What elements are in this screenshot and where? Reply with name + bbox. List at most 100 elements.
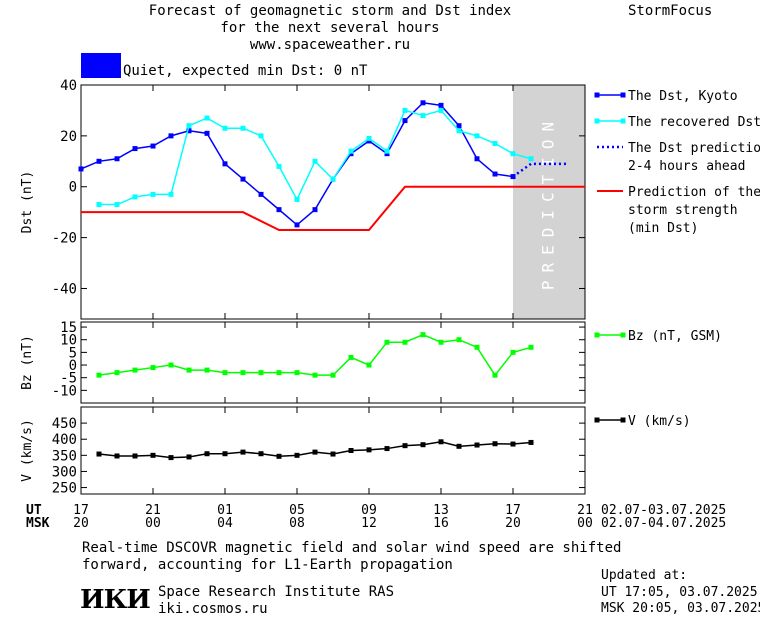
updated-ut: UT 17:05, 03.07.2025 xyxy=(601,585,758,600)
dst-series-1-point xyxy=(492,141,498,146)
footnote-line-2: forward, accounting for L1-Earth propaga… xyxy=(82,557,453,573)
bz-series-0-point xyxy=(96,372,102,378)
legend-label-3: Prediction of the xyxy=(628,185,760,200)
dst-series-0-point xyxy=(456,123,462,129)
legend-marker-5 xyxy=(620,417,626,423)
bz-series-0-point xyxy=(456,337,462,343)
bz-series-0-point xyxy=(186,367,192,373)
dst-series-1-point xyxy=(276,163,282,169)
updated-heading: Updated at: xyxy=(601,568,688,583)
dst-series-1-point xyxy=(528,156,534,162)
dst-series-0-point xyxy=(474,156,480,162)
v-y-tick-label: 250 xyxy=(52,481,77,497)
v-series-0-point xyxy=(366,447,372,453)
v-series-0-point xyxy=(348,448,354,453)
dst-series-3-line xyxy=(81,185,585,231)
bz-y-tick-label: 5 xyxy=(69,345,77,361)
msk-date-range: 02.07-04.07.2025 xyxy=(601,516,727,531)
bz-y-tick-label: -5 xyxy=(60,371,77,387)
brand-name: StormFocus xyxy=(628,3,713,19)
dst-series-0-point xyxy=(78,166,84,172)
v-series-0-point xyxy=(384,446,390,452)
v-series-0-point xyxy=(402,443,408,449)
dst-series-0-point xyxy=(258,191,264,197)
dst-series-0-point xyxy=(276,207,282,213)
bz-frame xyxy=(80,321,586,404)
v-series-0-point xyxy=(168,455,174,461)
dst-series-0-point xyxy=(402,118,408,124)
v-frame xyxy=(80,406,586,495)
bz-axis-label: Bz (nT) xyxy=(20,335,35,390)
dst-series-1-point xyxy=(150,191,156,197)
dst-series-1-point xyxy=(348,148,354,154)
bz-series-0-point xyxy=(276,370,282,376)
dst-series-1-point xyxy=(186,123,192,129)
dst-series-0-point xyxy=(168,133,174,139)
dst-series-1-point xyxy=(330,176,336,182)
legend-marker-0 xyxy=(594,92,600,98)
v-y-tick-label: 400 xyxy=(52,432,77,448)
v-series-0-point xyxy=(150,452,156,458)
bz-y-tick-label: 0 xyxy=(69,358,77,374)
dst-series-1-point xyxy=(312,158,318,164)
dst-series-0-point xyxy=(96,158,102,164)
v-series-0-point xyxy=(492,441,498,447)
legend-marker-0 xyxy=(620,92,626,98)
v-series-0-point xyxy=(222,451,228,457)
dst-series-1-point xyxy=(384,148,390,154)
dst-series-0-point xyxy=(438,102,444,108)
dst-y-tick-label: -20 xyxy=(52,231,77,247)
v-series-0-point xyxy=(474,442,480,448)
legend-label-2: The Dst prediction xyxy=(628,141,760,156)
dst-series-0-point xyxy=(348,151,354,157)
v-series-0-point xyxy=(528,439,534,445)
bz-series-0-point xyxy=(204,367,210,373)
ut-tick-label: 21 xyxy=(577,503,593,518)
v-y-tick-label: 450 xyxy=(52,416,77,432)
dst-series-0-point xyxy=(240,176,246,182)
msk-tick-label: 00 xyxy=(145,516,161,531)
dst-series-1-point xyxy=(204,115,210,121)
msk-tick-label: 08 xyxy=(289,516,305,531)
ut-tick-label: 01 xyxy=(217,503,233,518)
institute-site-link[interactable]: iki.cosmos.ru xyxy=(158,601,268,617)
dst-y-tick-label: 40 xyxy=(60,78,77,94)
legend-label-3: (min Dst) xyxy=(628,221,698,236)
v-series-0-point xyxy=(438,439,444,445)
dst-series-0-point xyxy=(492,171,498,177)
legend: The Dst, Kyoto The recovered Dst The Dst p… xyxy=(594,89,760,429)
chart-title-line-2: for the next several hours xyxy=(220,20,440,36)
dst-series-0-point xyxy=(420,100,426,106)
legend-label-1: The recovered Dst xyxy=(628,115,760,130)
dst-y-tick-label: 20 xyxy=(60,129,77,145)
v-series-0-point xyxy=(510,441,516,447)
prediction-band xyxy=(513,85,585,319)
bz-series-0-point xyxy=(150,365,156,371)
v-axis-label: V (km/s) xyxy=(20,419,35,482)
msk-tick-label: 20 xyxy=(505,516,521,531)
bz-series-0-point xyxy=(474,344,480,350)
bz-series-0-point xyxy=(222,370,228,376)
v-series-0-point xyxy=(258,451,264,457)
dst-series-0-point xyxy=(186,128,192,134)
msk-tick-label: 12 xyxy=(361,516,377,531)
dst-series-0-line xyxy=(80,102,514,226)
dst-series-1-point xyxy=(402,107,408,113)
legend-label-5: V (km/s) xyxy=(628,414,691,429)
bz-series-0-point xyxy=(294,370,300,376)
dst-series-0-point xyxy=(366,138,372,144)
v-series-0-point xyxy=(96,451,102,457)
v-series-0-point xyxy=(114,453,120,459)
bz-series-0-point xyxy=(132,367,138,373)
legend-marker-1 xyxy=(594,118,600,124)
legend-label-0: The Dst, Kyoto xyxy=(628,89,738,104)
dst-series-1-point xyxy=(456,128,462,134)
dst-series-1-point xyxy=(438,107,444,113)
legend-label-3: storm strength xyxy=(628,203,738,218)
ut-tick-label: 17 xyxy=(505,503,521,518)
dst-series-0-point xyxy=(294,222,300,228)
dst-axis-label: Dst (nT) xyxy=(20,171,35,234)
v-series-0-point xyxy=(132,453,138,459)
ut-tick-label: 09 xyxy=(361,503,377,518)
